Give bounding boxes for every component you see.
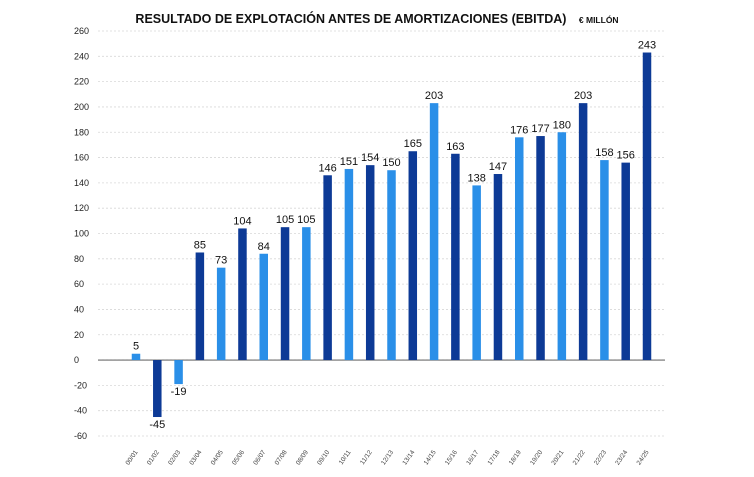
bar-23-24: [621, 162, 630, 361]
bar-00-01: [131, 353, 141, 361]
y-tick-label: 200: [74, 102, 89, 112]
bar-04-05: [216, 267, 226, 361]
bar-13-14: [408, 151, 418, 361]
bar-05-06: [238, 228, 247, 361]
bar-12-13: [387, 170, 396, 361]
data-label: 203: [574, 90, 592, 102]
data-label: 203: [425, 90, 443, 102]
x-tick-label: 17/18: [487, 449, 502, 467]
x-tick-label: 14/15: [423, 449, 438, 467]
x-tick-label: 00/01: [125, 449, 140, 467]
data-label: 73: [215, 255, 227, 267]
bar-14-15: [429, 103, 439, 361]
x-tick-label: 12/13: [380, 449, 395, 467]
bar-11-12: [365, 165, 375, 361]
data-label: 105: [297, 214, 315, 226]
bar-02-03: [174, 360, 183, 385]
x-tick-label: 21/22: [572, 449, 587, 467]
bar-06-07: [259, 253, 268, 361]
data-label: 85: [194, 239, 206, 251]
x-tick-label: 15/16: [444, 449, 459, 467]
data-label: 150: [382, 157, 400, 169]
x-tick-label: 23/24: [614, 449, 629, 467]
y-tick-label: 0: [74, 355, 79, 365]
x-tick-label: 10/11: [338, 449, 353, 466]
data-label: 177: [531, 123, 549, 135]
bar-10-11: [344, 168, 354, 361]
x-tick-label: 22/23: [593, 449, 608, 467]
x-tick-label: 13/14: [401, 449, 416, 467]
data-label: 147: [489, 161, 507, 173]
x-tick-label: 19/20: [529, 449, 544, 467]
y-tick-label: 60: [74, 279, 84, 289]
data-label: 180: [553, 119, 571, 131]
y-tick-label: 80: [74, 254, 84, 264]
y-tick-label: 160: [74, 153, 89, 163]
bar-08-09: [302, 227, 311, 361]
bar-18-19: [515, 137, 524, 361]
x-tick-label: 03/04: [188, 449, 203, 467]
data-label: 5: [133, 341, 139, 353]
y-tick-label: 260: [74, 26, 89, 36]
data-label: 163: [446, 141, 464, 153]
y-tick-label: -60: [74, 431, 87, 441]
data-label: 176: [510, 124, 528, 136]
x-tick-label: 20/21: [550, 449, 565, 467]
y-tick-label: 40: [74, 304, 84, 314]
chart-title: RESULTADO DE EXPLOTACIÓN ANTES DE AMORTI…: [135, 12, 567, 26]
x-tick-label: 16/17: [465, 449, 480, 467]
y-tick-label: 180: [74, 127, 89, 137]
bar-21-22: [578, 103, 588, 361]
data-label: 151: [340, 156, 358, 168]
bar-15-16: [451, 153, 460, 361]
x-tick-label: 06/07: [252, 449, 267, 467]
x-tick-label: 07/08: [274, 449, 289, 467]
y-tick-label: -40: [74, 406, 87, 416]
data-label: 154: [361, 152, 379, 164]
data-label: -45: [149, 419, 165, 431]
bar-03-04: [195, 252, 205, 361]
data-label: 84: [258, 241, 270, 253]
x-tick-label: 08/09: [295, 449, 310, 467]
bar-07-08: [280, 227, 290, 361]
x-tick-label: 02/03: [167, 449, 182, 467]
data-label: 146: [318, 162, 336, 174]
bar-17-18: [493, 174, 503, 361]
x-tick-label: 05/06: [231, 449, 246, 467]
x-tick-label: 09/10: [316, 449, 331, 467]
y-tick-label: 20: [74, 330, 84, 340]
x-tick-label: 24/25: [636, 449, 651, 467]
data-label: 158: [595, 147, 613, 159]
y-tick-label: 120: [74, 203, 89, 213]
y-tick-label: 140: [74, 178, 89, 188]
x-tick-label: 01/02: [146, 449, 161, 467]
bar-16-17: [472, 185, 481, 361]
bar-19-20: [536, 136, 545, 361]
data-label: 156: [617, 150, 635, 162]
y-tick-label: 240: [74, 51, 89, 61]
y-tick-label: 100: [74, 229, 89, 239]
data-label: 105: [276, 214, 294, 226]
data-label: 138: [467, 172, 485, 184]
chart-unit-label: € MILLÓN: [578, 15, 619, 25]
data-label: -19: [171, 386, 187, 398]
chart-header: RESULTADO DE EXPLOTACIÓN ANTES DE AMORTI…: [0, 10, 754, 28]
y-tick-label: 220: [74, 77, 89, 87]
x-tick-label: 11/12: [359, 449, 374, 466]
bar-22-23: [600, 160, 609, 361]
bar-24-25: [642, 52, 652, 361]
bar-20-21: [557, 132, 567, 361]
bar-01-02: [153, 360, 162, 418]
x-tick-label: 18/19: [508, 449, 523, 467]
data-label: 165: [404, 138, 422, 150]
y-tick-label: -20: [74, 380, 87, 390]
x-tick-label: 04/05: [210, 449, 225, 467]
data-label: 243: [638, 40, 656, 52]
bar-09-10: [323, 175, 332, 361]
data-label: 104: [233, 215, 251, 227]
